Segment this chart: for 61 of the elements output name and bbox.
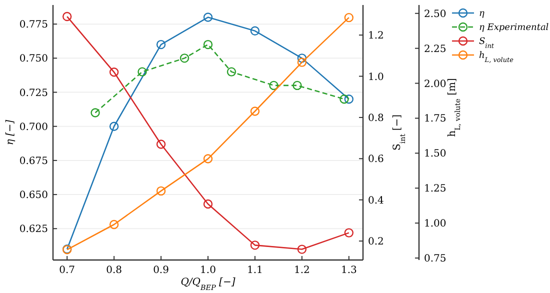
point	[156, 140, 166, 149]
point	[62, 12, 72, 22]
point	[297, 58, 307, 67]
x-tick-label: 1.1	[247, 265, 263, 276]
y2-tick-label: 1.2	[368, 30, 384, 42]
x-tick-label: 0.7	[59, 265, 76, 276]
y3-tick-label: 2.25	[424, 44, 446, 55]
y3-tick-label: 2.00	[424, 78, 446, 90]
y3-tick-label: 0.75	[424, 254, 446, 265]
point	[297, 244, 307, 254]
point	[90, 108, 100, 118]
legend-label: η	[479, 9, 485, 20]
point	[226, 67, 236, 76]
point	[344, 228, 354, 238]
x-tick-label: 1.0	[200, 265, 216, 276]
y-tick-label: 0.650	[19, 190, 48, 202]
point	[109, 68, 119, 77]
y3-tick-label: 1.00	[424, 218, 446, 230]
y-tick-label: 0.725	[19, 88, 48, 99]
point	[250, 240, 260, 250]
x-axis-title: Q/Q$_{BEP}$ [−]	[180, 277, 236, 292]
point	[203, 40, 213, 50]
x-tick-label: 0.8	[106, 265, 122, 276]
y2-tick-label: 0.6	[368, 154, 384, 166]
y2-tick-label: 0.8	[368, 112, 384, 124]
point	[180, 54, 190, 63]
y2-tick-label: 0.2	[368, 236, 384, 248]
point	[269, 80, 278, 90]
point	[138, 67, 147, 76]
point	[297, 54, 307, 63]
point	[340, 94, 349, 104]
y-tick-label: 0.775	[19, 20, 48, 31]
x-tick-label: 0.9	[153, 265, 169, 276]
point	[203, 199, 213, 209]
legend-label: h$_{L, volute}$	[479, 51, 514, 64]
y3-tick-label: 1.25	[424, 184, 446, 195]
point	[250, 26, 260, 36]
y-tick-label: 0.625	[19, 224, 48, 236]
y3-tick-label: 1.50	[424, 148, 446, 160]
point	[203, 12, 213, 22]
point	[156, 186, 166, 196]
y3-tick-label: 2.50	[424, 8, 446, 20]
y-tick-label: 0.675	[19, 156, 48, 167]
point	[156, 40, 166, 50]
y2-tick-label: 1.0	[368, 72, 384, 83]
point	[109, 220, 119, 230]
x-tick-label: 1.2	[294, 265, 310, 276]
y2-tick-label: 0.4	[368, 195, 384, 206]
point	[292, 80, 302, 90]
point	[250, 106, 260, 116]
point	[344, 94, 354, 104]
y-tick-label: 0.750	[19, 54, 48, 65]
point	[109, 122, 119, 131]
point	[344, 12, 354, 22]
legend-label: S$_{int}$	[479, 37, 494, 50]
x-tick-label: 1.3	[340, 265, 357, 276]
y-tick-label: 0.700	[19, 122, 48, 133]
y-axis-title: η [−]	[5, 120, 16, 146]
point	[203, 154, 213, 164]
y3-tick-label: 1.75	[424, 114, 446, 125]
legend-label: η Experimental	[479, 23, 549, 34]
